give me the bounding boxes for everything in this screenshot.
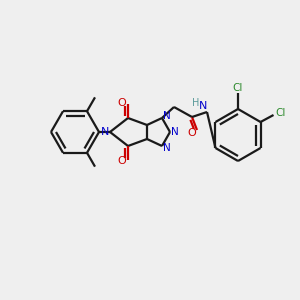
Text: Cl: Cl [275, 108, 286, 118]
Text: Cl: Cl [233, 83, 243, 93]
Text: N: N [101, 127, 109, 137]
Text: O: O [118, 156, 126, 166]
Text: N: N [163, 111, 171, 121]
Text: O: O [188, 128, 196, 138]
Text: O: O [118, 98, 126, 108]
Text: N: N [199, 101, 207, 111]
Text: N: N [163, 143, 171, 153]
Text: N: N [171, 127, 179, 137]
Text: H: H [192, 98, 200, 108]
